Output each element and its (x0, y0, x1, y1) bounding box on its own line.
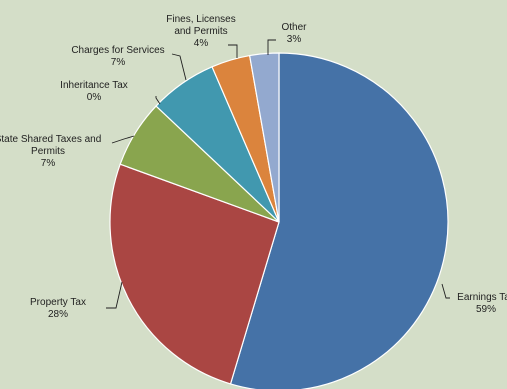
label-line: Permits (31, 146, 65, 157)
leader-earnings-tax (441, 283, 450, 299)
label-line: 3% (287, 34, 302, 45)
leader-other (267, 39, 276, 55)
label-other: Other 3% (281, 22, 307, 45)
label-line: 0% (87, 92, 102, 103)
slice-earnings-tax (229, 52, 449, 389)
leader-lines (106, 39, 450, 309)
slice-property-tax (109, 163, 280, 385)
label-line: Property Tax (30, 297, 86, 308)
label-line: Fines, Licenses (166, 14, 235, 25)
pie-slices (109, 52, 449, 389)
label-inheritance-tax: Inheritance Tax 0% (60, 80, 128, 103)
label-line: Earnings Tax (457, 292, 507, 303)
label-line: State Shared Taxes and (0, 134, 101, 145)
leader-property-tax (106, 281, 123, 309)
label-charges-for-services: Charges for Services 7% (71, 45, 164, 68)
leader-inheritance-tax (155, 96, 161, 105)
label-line: 7% (41, 158, 56, 169)
label-line: Inheritance Tax (60, 80, 128, 91)
label-line: 59% (476, 304, 496, 315)
leader-charges-for-services (171, 53, 187, 81)
label-line: 28% (48, 309, 68, 320)
label-line: 4% (194, 38, 209, 49)
leader-state-shared-taxes-and-permits (111, 135, 135, 144)
label-fines-licenses-and-permits: Fines, Licenses and Permits 4% (166, 14, 235, 49)
label-earnings-tax: Earnings Tax59% (457, 292, 507, 315)
label-state-shared-taxes-and-permits: State Shared Taxes and Permits 7% (0, 134, 101, 169)
label-line: Charges for Services (71, 45, 164, 56)
label-line: 7% (111, 57, 126, 68)
label-line: Other (281, 22, 307, 33)
label-property-tax: Property Tax 28% (30, 297, 86, 320)
slice-other (248, 52, 280, 223)
leader-fines-licenses-and-permits (228, 44, 238, 58)
label-line: and Permits (174, 26, 227, 37)
